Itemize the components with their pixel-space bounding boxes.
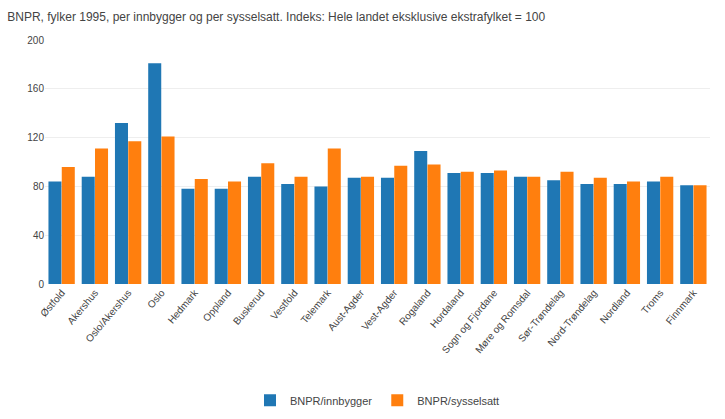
svg-text:200: 200	[27, 35, 44, 46]
svg-text:80: 80	[33, 181, 45, 192]
svg-text:Vestfold: Vestfold	[268, 287, 299, 321]
svg-text:BNPR/innbygger: BNPR/innbygger	[290, 395, 372, 407]
svg-text:Nordland: Nordland	[598, 287, 633, 325]
svg-text:0: 0	[38, 279, 44, 290]
svg-text:Buskerud: Buskerud	[231, 287, 267, 326]
svg-text:Nord-Trøndelag: Nord-Trøndelag	[545, 287, 599, 348]
svg-text:Aust-Agder: Aust-Agder	[326, 287, 367, 333]
svg-text:BNPR, fylker 1995, per innbygg: BNPR, fylker 1995, per innbygger og per …	[7, 10, 545, 24]
svg-text:BNPR/sysselsatt: BNPR/sysselsatt	[417, 395, 499, 407]
svg-text:Oppland: Oppland	[201, 287, 234, 323]
svg-text:Oslo: Oslo	[145, 287, 167, 310]
svg-text:Hedmark: Hedmark	[165, 287, 200, 326]
svg-text:Rogaland: Rogaland	[397, 287, 433, 327]
svg-text:160: 160	[27, 83, 44, 94]
svg-text:120: 120	[27, 132, 44, 143]
svg-text:Akershus: Akershus	[65, 287, 100, 326]
svg-text:Troms: Troms	[639, 287, 665, 315]
svg-text:Telemark: Telemark	[298, 287, 333, 326]
svg-text:Sogn og Fjordane: Sogn og Fjordane	[440, 287, 500, 355]
svg-text:Vest-Agder: Vest-Agder	[359, 287, 400, 332]
svg-text:Hordaland: Hordaland	[428, 287, 466, 329]
svg-text:Sør-Trøndelag: Sør-Trøndelag	[516, 287, 566, 344]
svg-text:Finnmark: Finnmark	[664, 287, 700, 327]
svg-text:Oslo/Akershus: Oslo/Akershus	[83, 287, 133, 344]
svg-text:40: 40	[33, 230, 45, 241]
svg-text:Østfold: Østfold	[38, 287, 67, 318]
svg-text:Møre og Romsdal: Møre og Romsdal	[473, 287, 533, 355]
